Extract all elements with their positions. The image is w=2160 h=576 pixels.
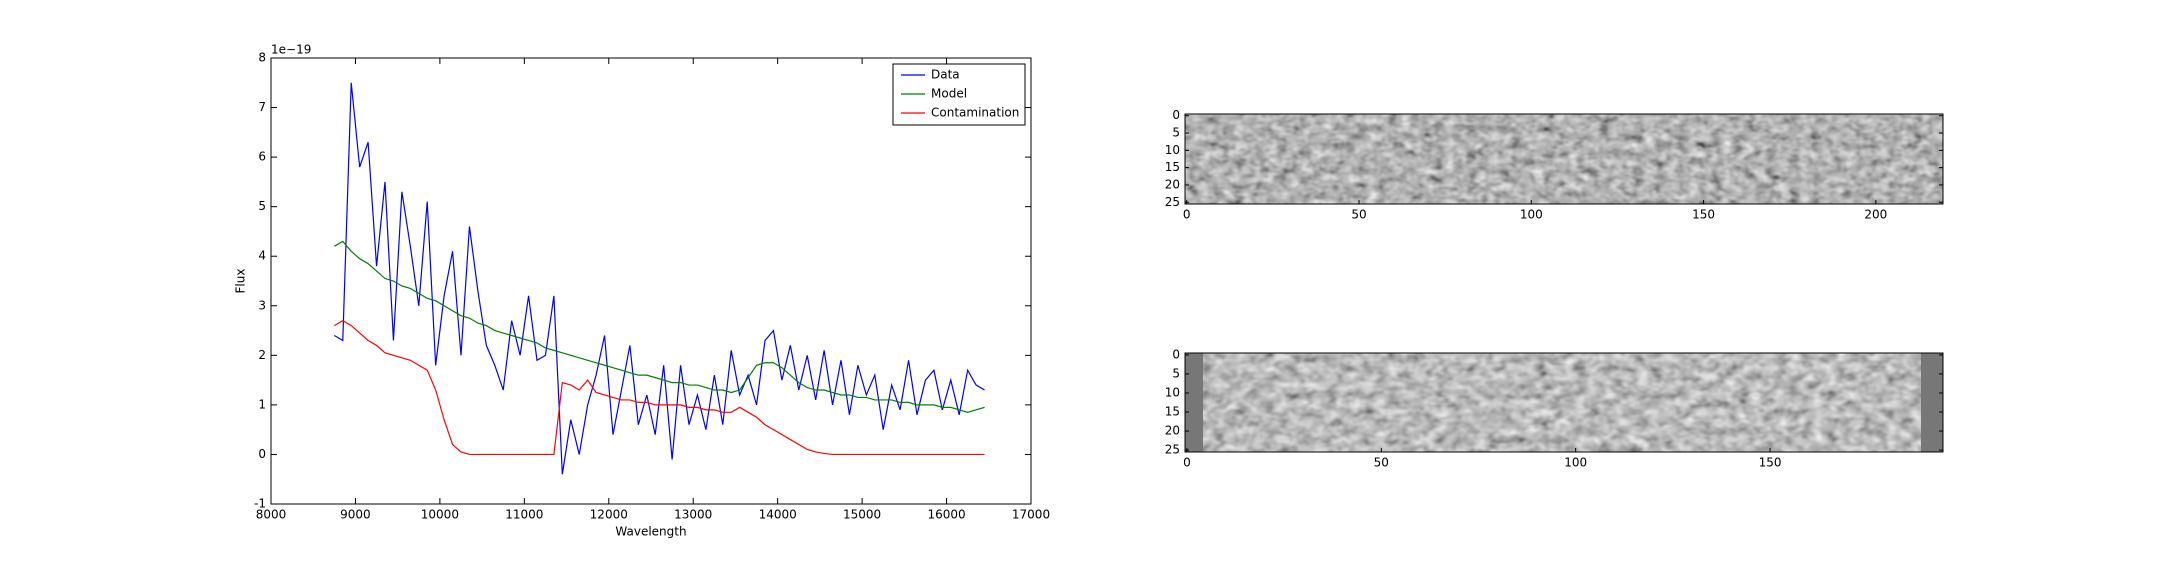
series-line (334, 240, 985, 413)
y-tick-label: 1 (258, 397, 266, 411)
y-tick-label: 2 (258, 348, 266, 362)
x-tick-label: 150 (1692, 208, 1715, 222)
spectrum-image (1185, 353, 1943, 452)
x-tick-label: 17000 (1012, 508, 1050, 522)
y-tick-label: 10 (1165, 143, 1180, 157)
x-tick-label: 100 (1564, 456, 1587, 470)
legend-label: Data (931, 68, 960, 82)
y-tick-label: 5 (258, 199, 266, 213)
axes-frame (1184, 352, 1944, 453)
y-tick-label: 25 (1165, 443, 1180, 457)
x-tick-label: 12000 (590, 508, 628, 522)
y-tick-label: -1 (254, 497, 266, 511)
y-tick-label: 5 (1172, 126, 1180, 140)
series-line (334, 319, 985, 456)
x-tick-label: 10000 (421, 508, 459, 522)
x-tick-label: 14000 (759, 508, 797, 522)
x-tick-label: 50 (1374, 456, 1389, 470)
y-tick-label: 3 (258, 298, 266, 312)
offset-label: 1e−19 (271, 43, 311, 57)
x-tick-label: 9000 (340, 508, 371, 522)
x-axis-label: Wavelength (615, 525, 686, 539)
y-tick-label: 0 (258, 447, 266, 461)
legend-label: Contamination (931, 106, 1019, 120)
x-tick-label: 16000 (927, 508, 965, 522)
x-tick-label: 8000 (256, 508, 287, 522)
x-tick-label: 0 (1183, 208, 1191, 222)
y-tick-label: 7 (258, 100, 266, 114)
y-tick-label: 20 (1165, 424, 1180, 438)
legend-label: Model (931, 87, 967, 101)
spectrum-image (1185, 114, 1943, 204)
x-tick-label: 50 (1351, 208, 1366, 222)
y-tick-label: 8 (258, 51, 266, 65)
y-tick-label: 25 (1165, 195, 1180, 209)
y-tick-label: 5 (1172, 366, 1180, 380)
x-tick-label: 200 (1864, 208, 1887, 222)
x-tick-label: 15000 (843, 508, 881, 522)
image-edge (1921, 353, 1943, 452)
x-tick-label: 13000 (674, 508, 712, 522)
y-tick-label: 15 (1165, 160, 1180, 174)
x-tick-label: 0 (1183, 456, 1191, 470)
series-line (334, 82, 985, 475)
x-tick-label: 150 (1759, 456, 1782, 470)
y-tick-label: 20 (1165, 177, 1180, 191)
y-tick-label: 10 (1165, 385, 1180, 399)
x-tick-label: 11000 (505, 508, 543, 522)
y-tick-label: 4 (258, 249, 266, 263)
y-axis-label: Flux (234, 269, 248, 294)
image-edge (1185, 353, 1203, 452)
y-tick-label: 6 (258, 150, 266, 164)
y-tick-label: 0 (1172, 108, 1180, 122)
axes-frame (1184, 113, 1944, 205)
y-tick-label: 0 (1172, 347, 1180, 361)
axes-frame (270, 57, 1032, 505)
y-tick-label: 15 (1165, 405, 1180, 419)
x-tick-label: 100 (1520, 208, 1543, 222)
